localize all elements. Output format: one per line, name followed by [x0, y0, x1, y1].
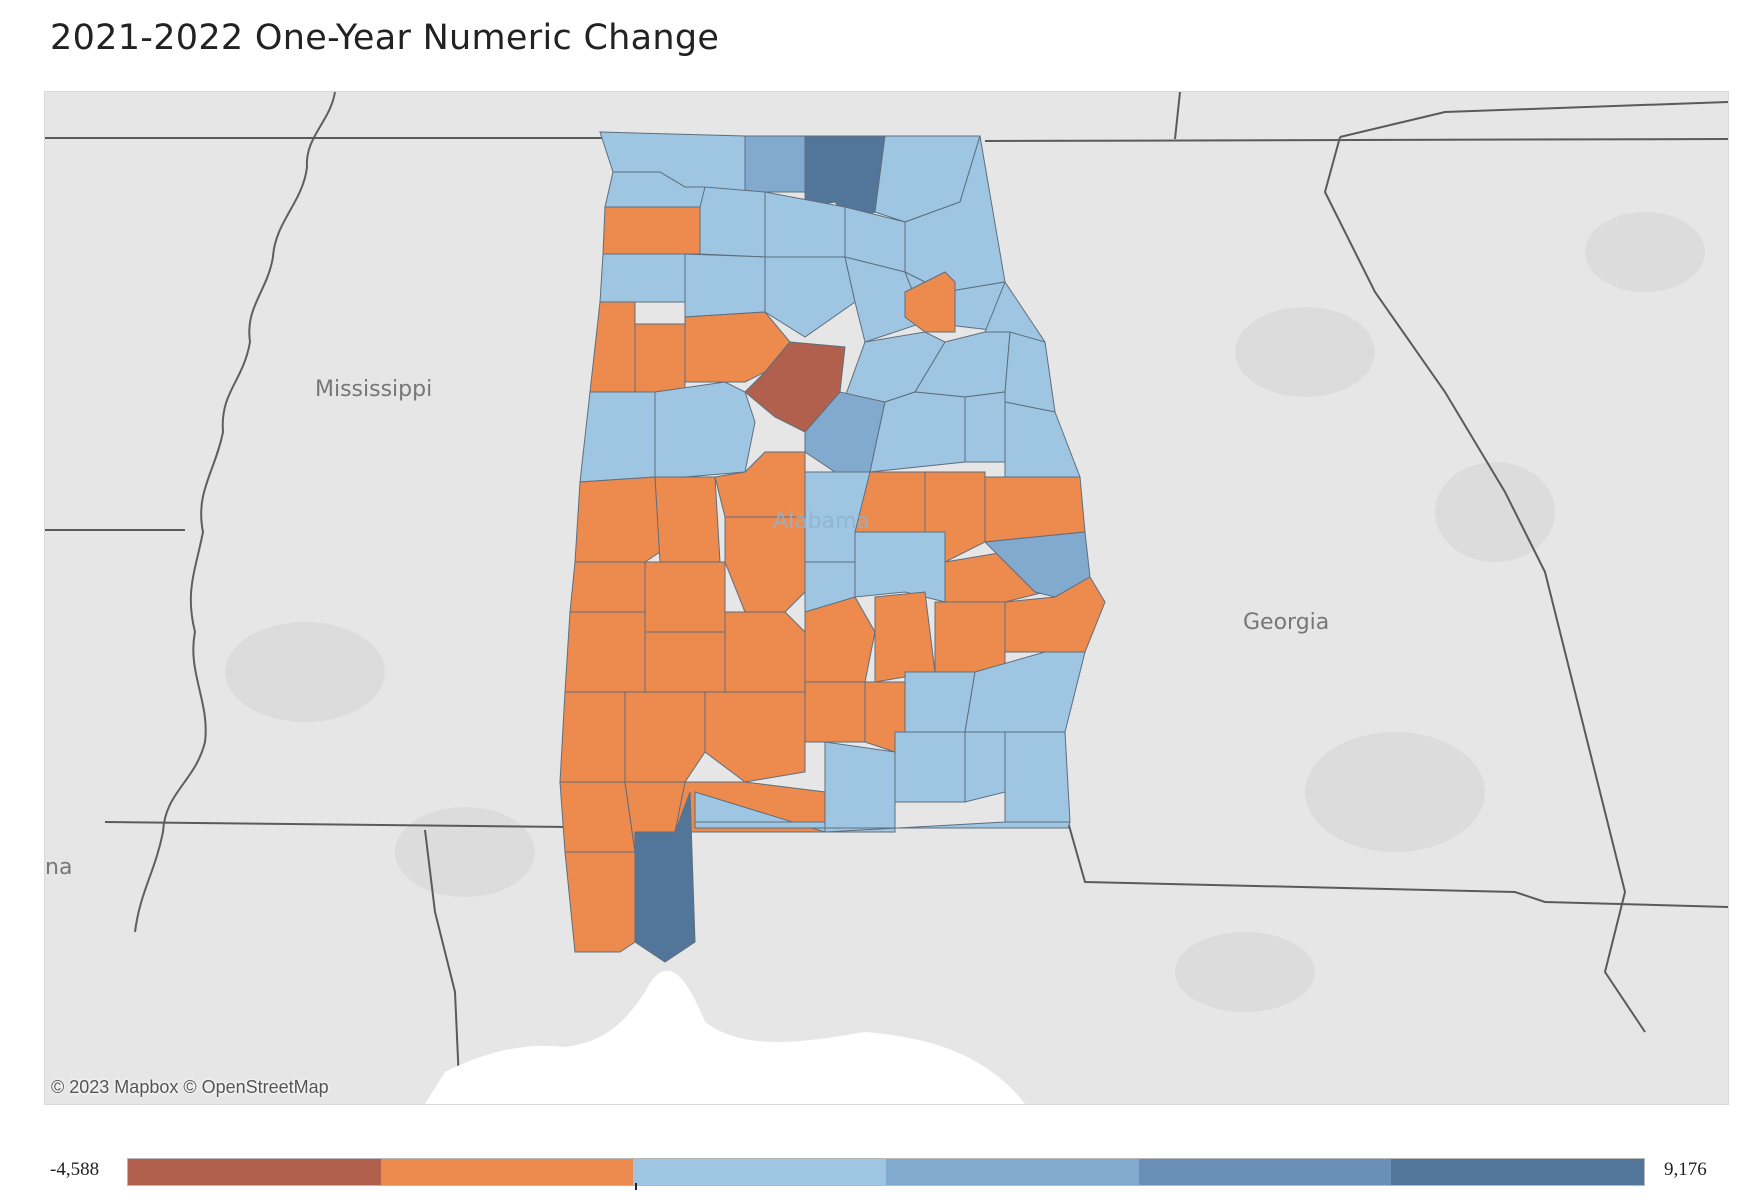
county[interactable]: [844, 256, 926, 343]
county[interactable]: [654, 381, 756, 478]
county[interactable]: [1004, 731, 1071, 823]
county[interactable]: [644, 631, 726, 693]
county[interactable]: [724, 611, 806, 693]
choropleth-map[interactable]: Mississippi Georgia Alabama na © 2023 Ma…: [44, 91, 1729, 1105]
county[interactable]: [764, 256, 856, 338]
label-mississippi: Mississippi: [315, 377, 432, 402]
county[interactable]: [1004, 576, 1106, 653]
county[interactable]: [744, 341, 846, 433]
county[interactable]: [964, 731, 1006, 803]
county[interactable]: [694, 821, 1071, 833]
map-attribution[interactable]: © 2023 Mapbox © OpenStreetMap: [51, 1077, 329, 1097]
county[interactable]: [964, 391, 1006, 463]
legend-min-label: -4,588: [50, 1159, 100, 1180]
county[interactable]: [684, 253, 766, 318]
county[interactable]: [564, 611, 646, 693]
county[interactable]: [964, 651, 1086, 733]
mississippi-river: [134, 92, 336, 933]
legend-step-4: [886, 1159, 1139, 1185]
county[interactable]: [574, 476, 661, 563]
map-svg[interactable]: Mississippi Georgia Alabama na: [45, 92, 1728, 1104]
alabama-counties[interactable]: [559, 131, 1106, 963]
county[interactable]: [579, 391, 656, 483]
county[interactable]: [904, 271, 956, 333]
legend-zero-tick: [635, 1183, 637, 1190]
county[interactable]: [624, 691, 706, 783]
county[interactable]: [704, 691, 806, 783]
county[interactable]: [569, 561, 646, 613]
label-louisiana-partial: na: [45, 855, 72, 880]
page-title: 2021-2022 One-Year Numeric Change: [50, 18, 720, 58]
county[interactable]: [634, 323, 686, 393]
label-georgia: Georgia: [1243, 610, 1329, 635]
county[interactable]: [599, 253, 686, 303]
county[interactable]: [564, 851, 636, 953]
county[interactable]: [559, 691, 626, 783]
county[interactable]: [874, 591, 936, 683]
county[interactable]: [559, 781, 636, 853]
county[interactable]: [804, 681, 866, 743]
county[interactable]: [854, 531, 946, 603]
state-boundaries: [45, 92, 1728, 1104]
legend-step-2: [380, 1159, 634, 1185]
gulf-water: [425, 970, 1025, 1104]
county[interactable]: [804, 596, 876, 683]
county[interactable]: [869, 391, 966, 473]
legend-step-3: [633, 1159, 887, 1185]
county[interactable]: [644, 561, 726, 633]
county[interactable]: [984, 476, 1086, 543]
legend-step-1: [128, 1159, 381, 1185]
county[interactable]: [699, 186, 766, 258]
county[interactable]: [602, 206, 701, 255]
legend-max-label: 9,176: [1664, 1159, 1707, 1180]
county[interactable]: [934, 601, 1006, 673]
county[interactable]: [634, 791, 696, 963]
county[interactable]: [894, 731, 966, 803]
county[interactable]: [904, 671, 976, 733]
county[interactable]: [744, 135, 806, 193]
legend-step-5: [1138, 1159, 1392, 1185]
color-legend: [127, 1158, 1645, 1186]
legend-step-6: [1391, 1159, 1645, 1185]
label-alabama: Alabama: [773, 509, 870, 534]
terrain-patches: [225, 212, 1705, 1012]
county[interactable]: [654, 476, 721, 563]
county[interactable]: [824, 741, 896, 833]
